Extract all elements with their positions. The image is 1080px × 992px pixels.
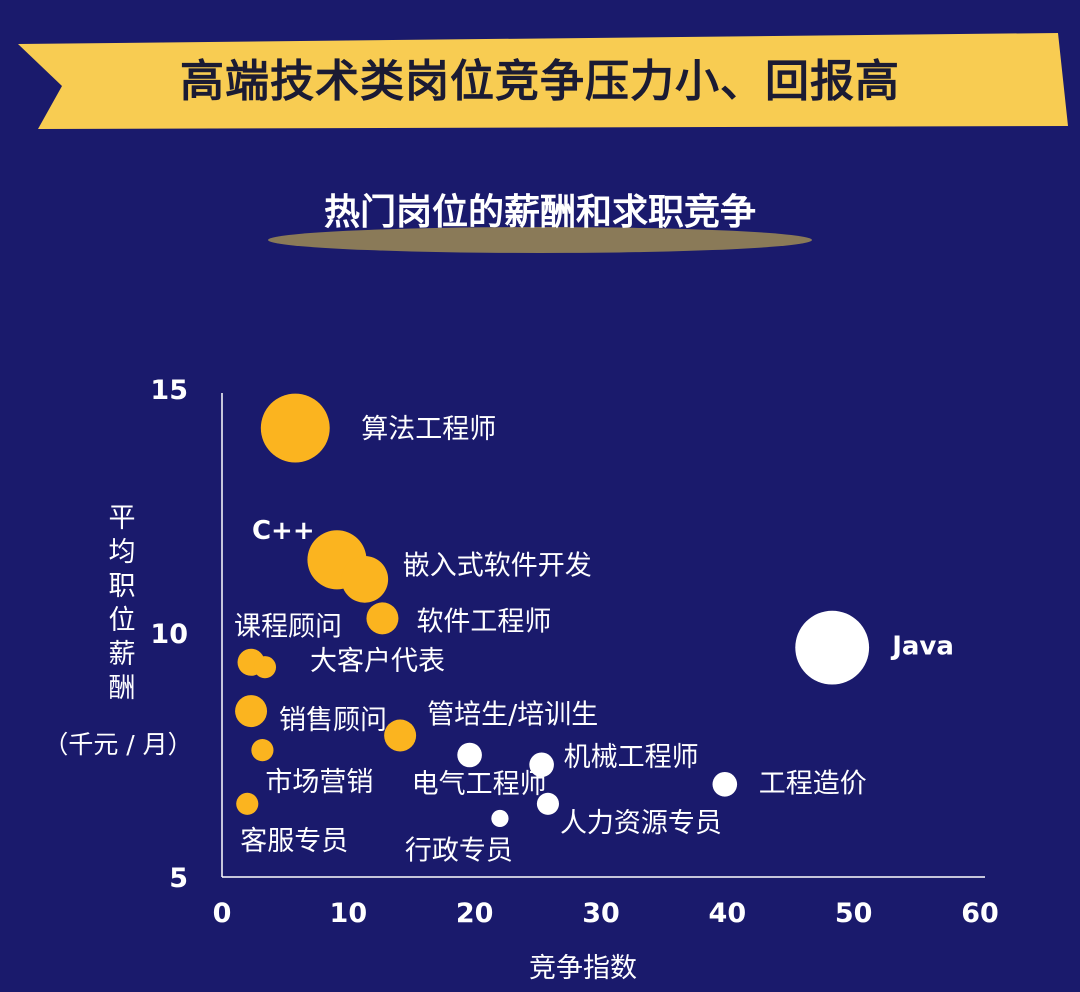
data-point xyxy=(491,809,509,828)
y-axis-label-char: 位 xyxy=(109,605,136,636)
data-label: 市场营销 xyxy=(265,767,373,798)
banner-title: 高端技术类岗位竞争压力小、回报高 xyxy=(180,56,900,107)
data-label: 课程顾问 xyxy=(234,611,342,642)
data-point xyxy=(236,792,259,815)
x-tick-label: 10 xyxy=(330,898,368,929)
data-label: 管培生/培训生 xyxy=(427,699,598,730)
x-tick-label: 0 xyxy=(213,898,232,929)
chart-axes xyxy=(221,393,985,878)
data-label: 销售顾问 xyxy=(279,705,387,736)
data-point xyxy=(235,695,268,728)
x-tick-label: 30 xyxy=(582,898,620,929)
data-label: 软件工程师 xyxy=(416,606,551,637)
y-axis-label-char: 薪 xyxy=(109,639,136,670)
data-point xyxy=(536,792,560,815)
data-point xyxy=(366,602,399,635)
data-point xyxy=(384,719,417,752)
y-axis-label-char: 平 xyxy=(109,503,136,534)
data-label: C++ xyxy=(252,516,315,546)
chart-subtitle: 热门岗位的薪酬和求职竞争 xyxy=(323,192,756,233)
y-tick-label: 10 xyxy=(150,619,188,650)
data-label: Java xyxy=(890,632,954,662)
data-label: 大客户代表 xyxy=(310,646,445,677)
y-tick-label: 15 xyxy=(150,375,188,406)
data-point xyxy=(457,742,482,768)
x-tick-label: 50 xyxy=(835,898,873,929)
data-label: 客服专员 xyxy=(240,826,348,857)
data-label: 嵌入式软件开发 xyxy=(403,550,592,581)
y-axis-label-char: 均 xyxy=(109,537,136,568)
x-tick-label: 60 xyxy=(961,898,999,929)
x-tick-label: 20 xyxy=(456,898,494,929)
data-label: 行政专员 xyxy=(405,835,513,866)
data-points xyxy=(235,393,870,828)
y-axis-unit: （千元 / 月） xyxy=(43,730,192,759)
y-axis-label-char: 酬 xyxy=(109,673,136,704)
data-point xyxy=(529,752,554,778)
data-point xyxy=(260,393,330,463)
data-point xyxy=(712,771,738,797)
data-point xyxy=(341,555,389,603)
y-axis-label-char: 职 xyxy=(109,571,136,602)
x-axis-label: 竞争指数 xyxy=(529,953,637,984)
banner-ribbon xyxy=(18,33,1068,129)
data-label: 机械工程师 xyxy=(564,742,699,773)
x-tick-label: 40 xyxy=(709,898,747,929)
tick-labels: 0 10 20 30 40 50 60 5 10 15 xyxy=(150,375,998,929)
data-label: 电气工程师 xyxy=(412,769,547,800)
data-label: 算法工程师 xyxy=(361,414,496,445)
data-label: 人力资源专员 xyxy=(560,808,722,839)
data-label: 工程造价 xyxy=(759,768,867,799)
y-tick-label: 5 xyxy=(169,863,188,894)
banner-background xyxy=(18,33,1068,129)
data-point xyxy=(251,739,274,762)
data-point xyxy=(795,610,870,685)
subtitle-shadow-ellipse xyxy=(268,227,812,253)
data-point xyxy=(253,656,277,679)
